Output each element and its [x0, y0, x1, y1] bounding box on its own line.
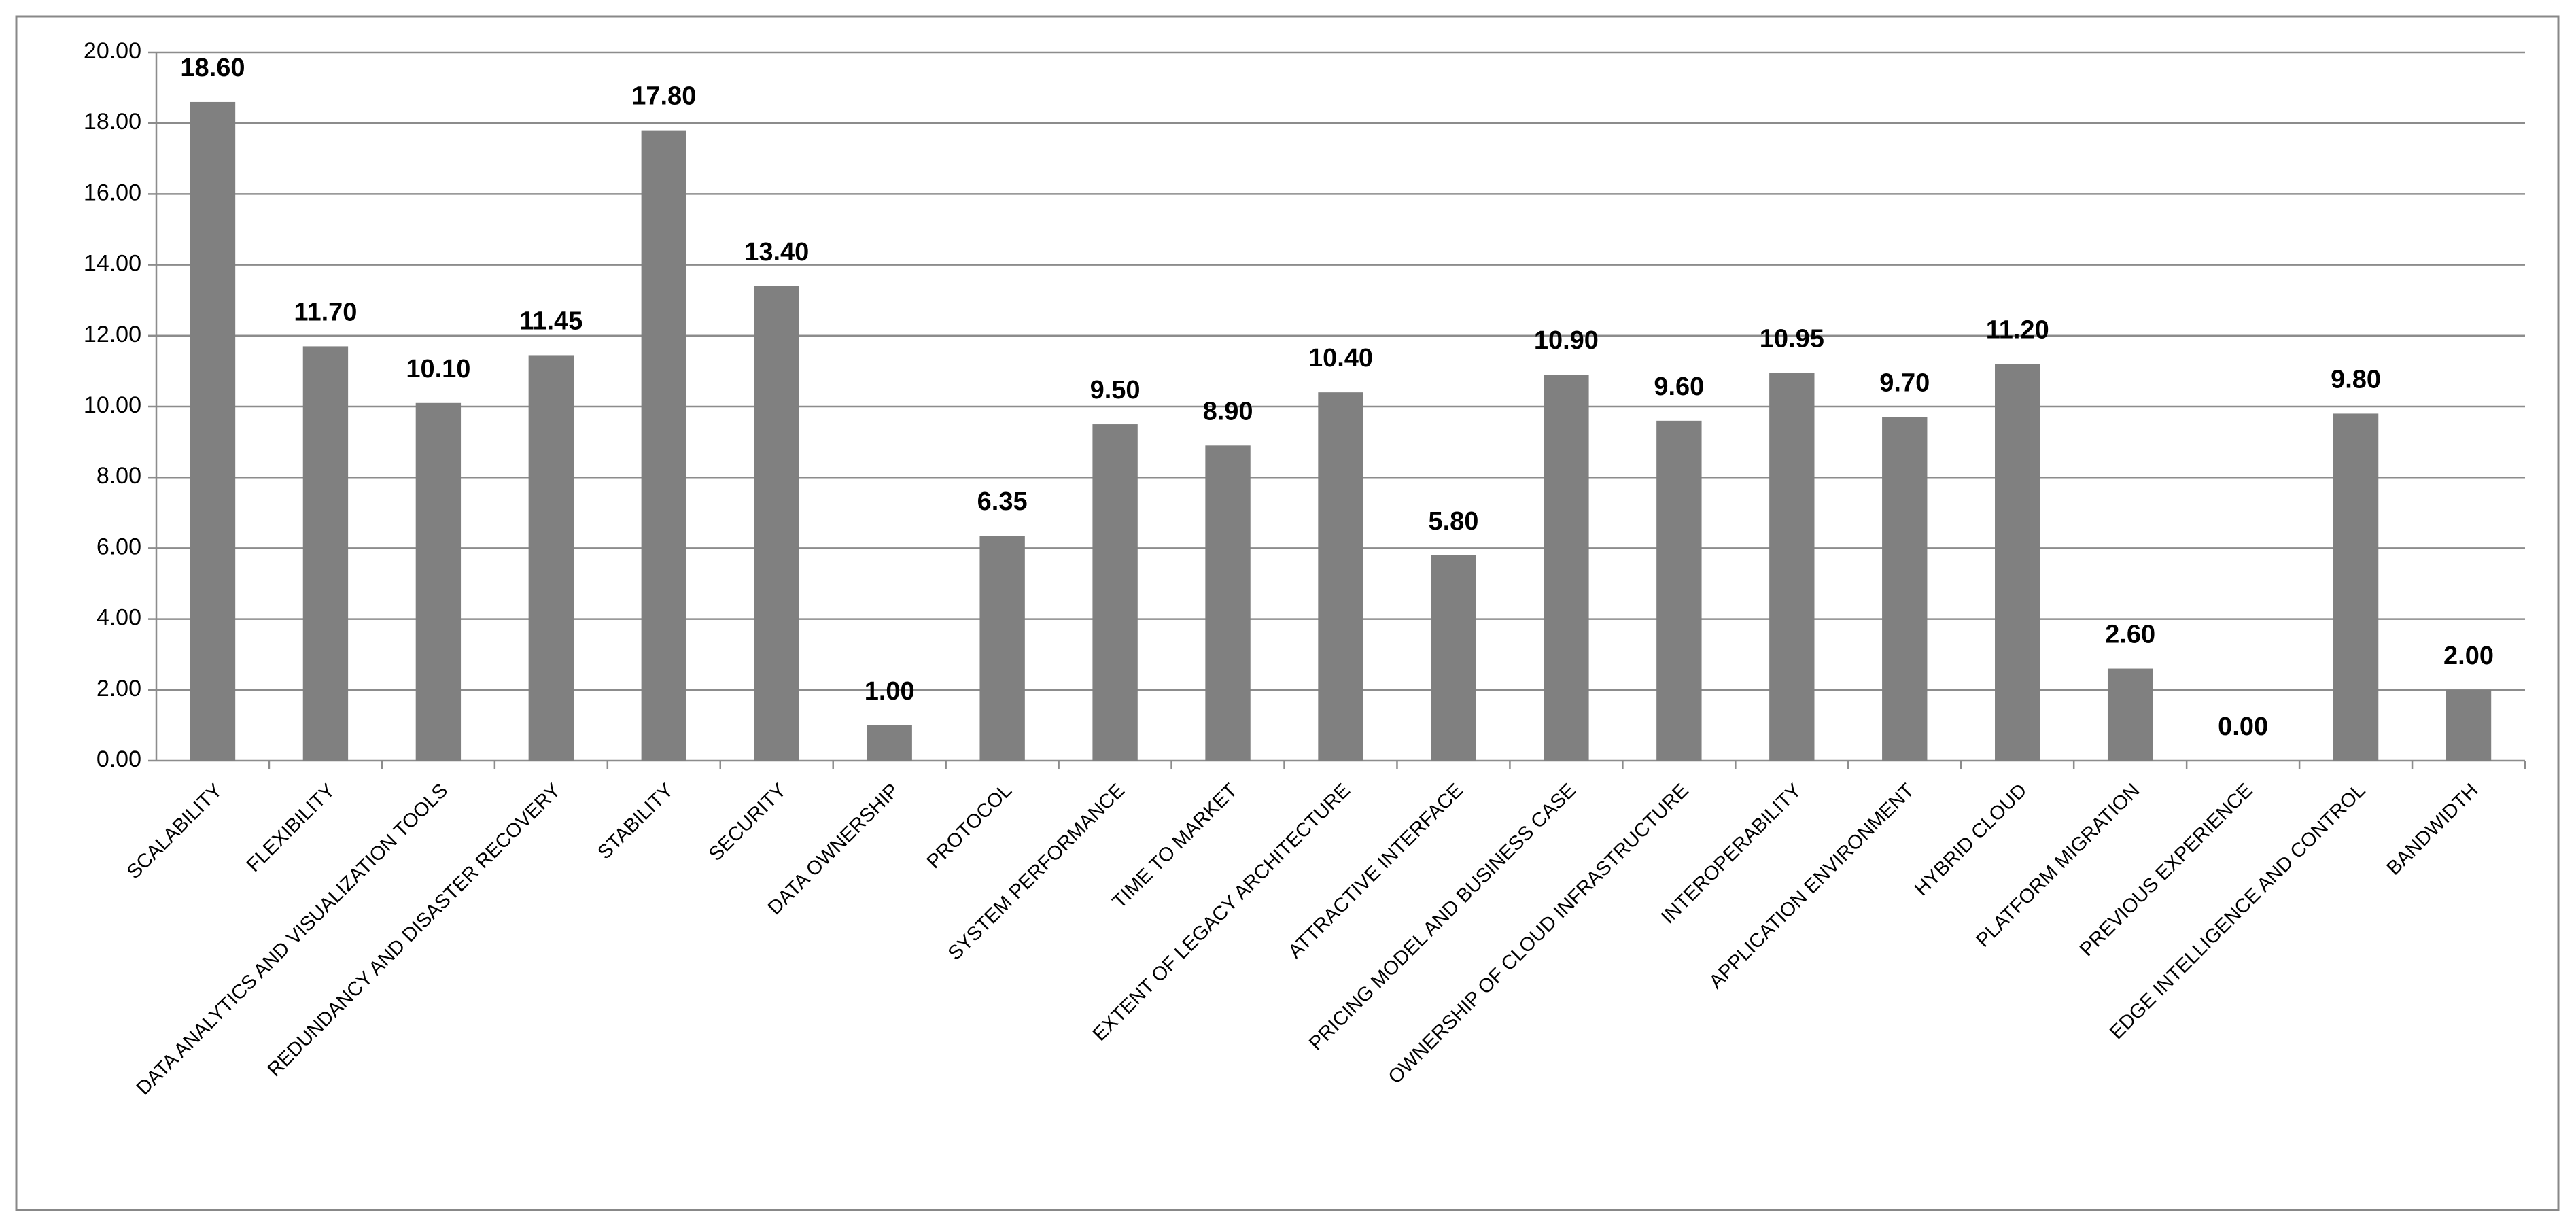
bar [2333, 413, 2379, 761]
value-label: 5.80 [1428, 507, 1478, 536]
bar [1318, 392, 1363, 761]
bar [754, 286, 799, 761]
value-label: 18.60 [180, 54, 245, 82]
bar [302, 346, 349, 761]
bar [528, 355, 574, 761]
y-tick-label: 14.00 [84, 251, 141, 277]
bar [641, 130, 686, 761]
value-label: 10.95 [1760, 325, 1824, 353]
bar [1882, 417, 1928, 761]
y-tick-label: 4.00 [97, 605, 141, 631]
value-label: 0.00 [2218, 712, 2268, 741]
y-tick-label: 8.00 [97, 463, 141, 489]
y-tick-label: 16.00 [84, 179, 141, 205]
value-label: 11.45 [519, 307, 582, 335]
value-label: 9.50 [1090, 376, 1141, 404]
bar [190, 101, 236, 761]
value-label: 2.60 [2105, 621, 2155, 649]
value-label: 6.35 [977, 487, 1028, 516]
value-label: 8.90 [1203, 397, 1253, 426]
y-tick-label: 12.00 [84, 322, 141, 347]
bar [1995, 364, 2040, 761]
value-label: 10.90 [1534, 326, 1599, 355]
value-label: 9.80 [2331, 365, 2381, 394]
bar [979, 536, 1025, 761]
bar [867, 725, 912, 761]
y-tick-label: 0.00 [97, 746, 141, 772]
y-tick-label: 2.00 [97, 676, 141, 702]
bar [415, 402, 462, 761]
bar [1769, 373, 1815, 761]
bar [1092, 424, 1138, 761]
chart-frame [15, 15, 2560, 1211]
bar [1205, 445, 1251, 761]
bar [2107, 668, 2153, 761]
value-label: 10.10 [406, 355, 470, 383]
value-label: 11.70 [294, 298, 357, 326]
value-label: 1.00 [865, 677, 915, 706]
value-label: 10.40 [1308, 344, 1373, 373]
value-label: 9.60 [1654, 373, 1704, 401]
value-label: 9.70 [1879, 369, 1930, 398]
value-label: 2.00 [2443, 642, 2494, 670]
bar [1431, 555, 1476, 761]
y-tick-label: 6.00 [97, 534, 141, 559]
y-tick-label: 10.00 [84, 392, 141, 418]
bar [2446, 689, 2492, 761]
value-label: 13.40 [744, 238, 809, 266]
bar [1544, 375, 1589, 761]
value-label: 17.80 [631, 82, 696, 111]
y-tick-label: 20.00 [84, 38, 141, 64]
y-tick-label: 18.00 [84, 109, 141, 135]
bar [1656, 420, 1702, 761]
value-label: 11.20 [1986, 316, 2049, 345]
